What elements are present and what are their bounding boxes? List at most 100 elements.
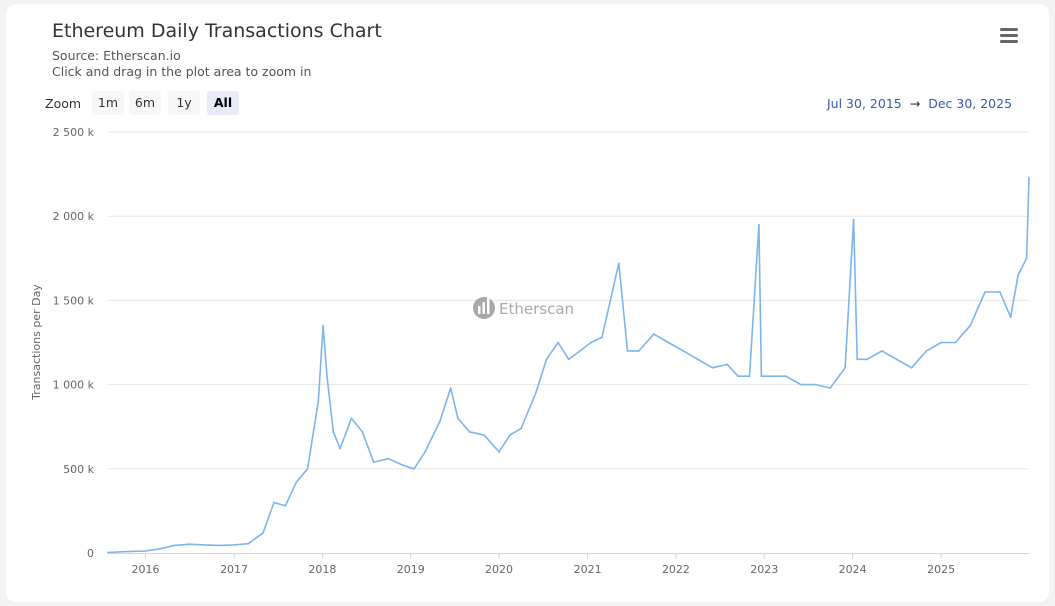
data-point: [579, 350, 581, 352]
data-point: [424, 451, 426, 453]
data-point: [711, 366, 714, 369]
data-point: [438, 420, 441, 423]
data-point: [940, 341, 943, 344]
data-point: [895, 358, 898, 361]
data-point: [545, 358, 548, 361]
data-point: [262, 531, 264, 534]
data-point: [737, 375, 739, 378]
zoom-6m-button[interactable]: 6m: [129, 91, 161, 115]
y-tick-label: 1 000 k: [53, 379, 95, 392]
data-point: [999, 291, 1001, 293]
x-tick-label: 2019: [397, 563, 425, 576]
data-point: [682, 350, 685, 352]
watermark: Etherscan: [473, 297, 574, 319]
data-point: [247, 542, 250, 545]
y-tick-label: 1 500 k: [53, 294, 95, 307]
x-tick-label: 2017: [220, 563, 248, 576]
data-point: [814, 383, 817, 386]
data-point: [483, 434, 486, 436]
grid-lines: [108, 131, 1029, 470]
data-point: [159, 547, 161, 550]
series-line: [107, 177, 1030, 554]
data-point: [468, 430, 471, 433]
zoom-label: Zoom: [45, 96, 82, 111]
data-point: [520, 427, 522, 430]
etherscan-logo-icon: [473, 297, 495, 319]
data-point: [881, 350, 883, 352]
range-to-input[interactable]: Dec 30, 2025: [928, 96, 1013, 111]
y-tick-label: 0: [87, 547, 94, 560]
data-point: [218, 544, 221, 547]
data-point: [852, 218, 855, 221]
data-point: [372, 461, 375, 463]
data-point: [866, 358, 868, 361]
data-point: [696, 358, 699, 361]
data-point: [984, 291, 986, 293]
data-point: [457, 417, 459, 420]
data-point: [652, 333, 655, 335]
data-point: [387, 457, 390, 460]
y-tick-label: 500 k: [63, 463, 94, 476]
chart-title: Ethereum Daily Transactions Chart: [52, 20, 382, 42]
hamburger-menu-icon[interactable]: [996, 24, 1022, 46]
data-point: [667, 341, 670, 344]
data-point: [758, 223, 760, 226]
data-point: [306, 467, 309, 470]
data-point: [322, 324, 324, 327]
zoom-1m-button[interactable]: 1m: [92, 91, 124, 115]
data-point: [557, 341, 559, 344]
data-point: [617, 262, 620, 265]
data-point: [273, 501, 275, 504]
date-range: Jul 30, 2015 → Dec 30, 2025: [827, 96, 1012, 111]
data-point: [449, 387, 452, 389]
data-point: [567, 358, 570, 361]
data-point: [413, 467, 415, 470]
data-point: [785, 375, 787, 378]
series-group: [107, 176, 1030, 554]
watermark-text: Etherscan: [499, 300, 574, 318]
data-point: [969, 324, 972, 327]
data-point: [317, 400, 320, 403]
x-tick-label: 2023: [750, 563, 778, 576]
x-tick-label: 2025: [927, 563, 955, 576]
data-point: [332, 430, 335, 433]
data-point: [760, 375, 763, 378]
data-point: [188, 543, 191, 546]
data-point: [726, 363, 729, 366]
data-point: [534, 392, 537, 394]
data-point: [626, 350, 629, 352]
data-point: [638, 350, 640, 352]
chart-source: Source: Etherscan.io: [52, 48, 181, 63]
data-point: [925, 350, 928, 352]
y-axis-title: Transactions per Day: [30, 284, 43, 401]
data-point: [402, 464, 405, 467]
x-tick-label: 2021: [574, 563, 602, 576]
data-point: [203, 544, 206, 546]
range-from-input[interactable]: Jul 30, 2015: [827, 96, 902, 111]
x-tick-label: 2024: [839, 563, 867, 576]
data-point: [144, 550, 147, 552]
data-point: [770, 375, 773, 378]
data-point: [954, 341, 957, 344]
data-point: [509, 434, 511, 436]
data-point: [910, 366, 913, 369]
zoom-all-button[interactable]: All: [207, 91, 239, 115]
data-point: [233, 544, 236, 546]
data-point: [829, 387, 832, 389]
data-point: [856, 358, 859, 361]
range-arrow-icon: →: [909, 96, 921, 111]
x-tick-label: 2022: [662, 563, 690, 576]
data-point: [1025, 257, 1028, 260]
x-tick-label: 2020: [485, 563, 513, 576]
y-tick-label: 2 000 k: [53, 210, 95, 223]
data-point: [326, 375, 328, 378]
data-point: [1028, 176, 1030, 179]
zoom-1y-button[interactable]: 1y: [168, 91, 200, 115]
data-point: [350, 417, 353, 420]
data-point: [1009, 316, 1012, 319]
data-point: [284, 504, 287, 507]
data-point: [339, 447, 341, 450]
data-point: [361, 430, 364, 433]
chart-hint: Click and drag in the plot area to zoom …: [52, 64, 312, 79]
